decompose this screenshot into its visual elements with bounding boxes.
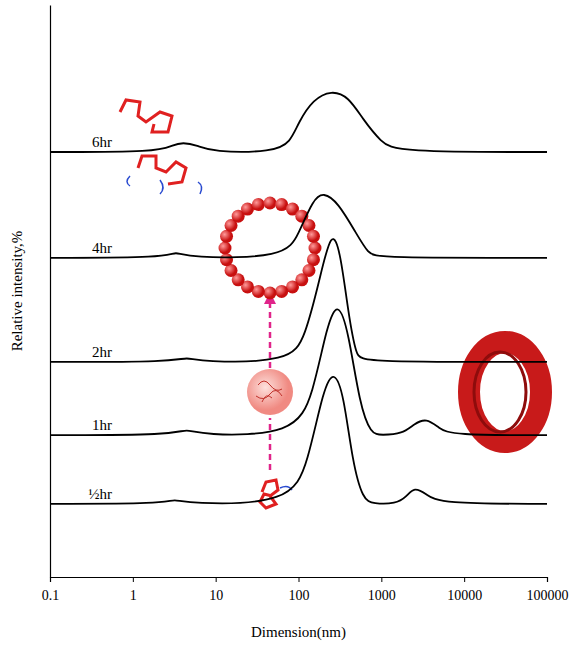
arrow bbox=[269, 302, 272, 368]
series-labels: 6hr 4hr 2hr 1hr ½hr bbox=[88, 134, 112, 502]
x-tick-label: 10 bbox=[209, 588, 223, 603]
x-tick-label: 1000 bbox=[368, 588, 396, 603]
x-axis-line bbox=[51, 578, 548, 583]
micelle bbox=[247, 369, 293, 415]
x-tick: 1000 bbox=[368, 577, 396, 603]
series-label: 1hr bbox=[92, 417, 112, 433]
chain bbox=[138, 156, 186, 184]
chain-tail bbox=[127, 176, 202, 194]
bead bbox=[252, 198, 265, 211]
series-label: ½hr bbox=[88, 486, 112, 502]
bead bbox=[220, 253, 233, 266]
x-tick-mark bbox=[299, 577, 300, 582]
size-curve bbox=[50, 195, 547, 258]
size-curve bbox=[50, 239, 547, 362]
x-tick-mark bbox=[464, 577, 465, 582]
x-tick-label: 10000 bbox=[447, 588, 482, 603]
x-tick: 1 bbox=[130, 577, 137, 603]
series-label: 2hr bbox=[92, 344, 112, 360]
micelle-chains bbox=[256, 381, 282, 402]
y-axis-line bbox=[50, 6, 51, 578]
x-tick: 0.1 bbox=[42, 577, 60, 603]
x-tick-label: 100 bbox=[289, 588, 310, 603]
arrow bbox=[269, 418, 272, 470]
plot-area bbox=[50, 93, 547, 504]
bead bbox=[264, 287, 277, 300]
tube-inner bbox=[474, 352, 526, 432]
x-tick: 10 bbox=[209, 577, 223, 603]
x-tick-label: 0.1 bbox=[42, 588, 60, 603]
y-axis-title: Relative intensity,% bbox=[9, 231, 25, 352]
bead bbox=[275, 285, 288, 298]
size-curve bbox=[50, 377, 547, 504]
x-tick-label: 100000 bbox=[527, 588, 569, 603]
tube bbox=[469, 342, 541, 442]
x-tick-mark bbox=[547, 577, 548, 582]
x-tick: 100 bbox=[289, 577, 310, 603]
x-tick: 10000 bbox=[447, 577, 482, 603]
x-axis-title: Dimension(nm) bbox=[251, 624, 346, 641]
chain bbox=[120, 100, 172, 132]
series-label: 6hr bbox=[92, 134, 112, 150]
x-tick: 100000 bbox=[527, 577, 569, 603]
bead bbox=[307, 230, 320, 243]
chain bbox=[260, 480, 278, 508]
size-curve bbox=[50, 93, 547, 152]
chart: 6hr 4hr 2hr 1hr ½hr 0.1 1 10 100 1000 10000 100000 D… bbox=[0, 0, 579, 647]
bead bbox=[264, 197, 277, 210]
x-tick-mark bbox=[133, 577, 134, 582]
size-curve bbox=[50, 309, 547, 435]
bead bbox=[309, 242, 322, 255]
x-tick-mark bbox=[50, 577, 51, 582]
y-axis bbox=[50, 6, 51, 578]
illustrations bbox=[120, 100, 541, 508]
series-label: 4hr bbox=[92, 240, 112, 256]
x-tick-mark bbox=[381, 577, 382, 582]
x-tick-label: 1 bbox=[130, 588, 137, 603]
x-axis: 0.1 1 10 100 1000 10000 100000 bbox=[42, 577, 569, 603]
bead bbox=[219, 242, 232, 255]
x-tick-mark bbox=[216, 577, 217, 582]
